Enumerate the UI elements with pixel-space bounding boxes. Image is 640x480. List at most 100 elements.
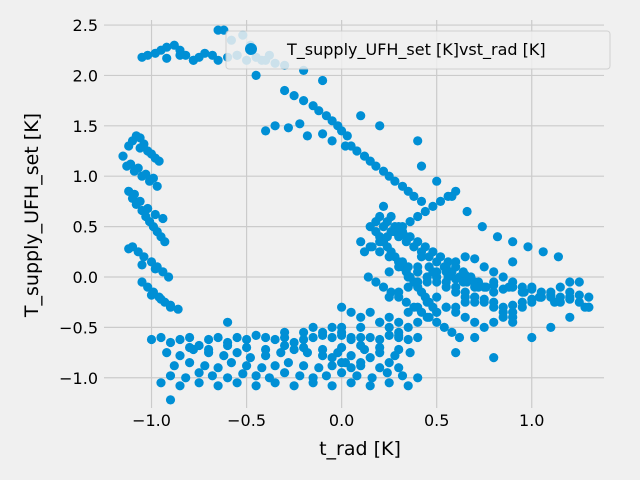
data-point [384, 378, 394, 388]
y-tick-label: 1.5 [73, 117, 98, 136]
data-point [223, 340, 233, 351]
y-tick-label: −0.5 [59, 318, 98, 337]
data-point [158, 213, 168, 224]
data-point [574, 290, 584, 300]
data-point [413, 136, 423, 146]
data-point [261, 344, 271, 355]
data-point [422, 297, 432, 307]
data-point [527, 332, 537, 343]
data-point [156, 332, 166, 343]
data-point [397, 371, 408, 381]
data-points [118, 25, 594, 405]
data-point [337, 327, 347, 337]
y-tick-label: 1.0 [73, 167, 98, 186]
legend-marker [245, 43, 257, 55]
data-point [185, 342, 195, 353]
data-point [139, 252, 149, 262]
data-point [565, 277, 575, 287]
data-point [447, 327, 457, 337]
data-point [422, 312, 432, 322]
y-tick-label: 0.0 [73, 268, 98, 287]
data-point [375, 317, 385, 327]
data-point [242, 361, 252, 371]
data-point [181, 373, 191, 383]
data-point [173, 304, 183, 314]
data-point [413, 302, 423, 312]
data-point [175, 50, 185, 60]
data-point [470, 254, 480, 264]
data-point [194, 368, 204, 378]
data-point [299, 334, 309, 345]
data-point [489, 297, 499, 307]
data-point [165, 337, 176, 348]
data-point [302, 131, 312, 141]
data-point [126, 159, 136, 169]
data-point [185, 332, 195, 343]
data-point [403, 272, 413, 282]
data-point [165, 300, 176, 310]
data-point [261, 126, 271, 136]
data-point [308, 378, 318, 388]
data-point [432, 176, 442, 186]
data-point [321, 371, 331, 381]
data-point [308, 322, 318, 332]
data-point [428, 201, 438, 211]
data-point [365, 353, 375, 363]
data-point [276, 348, 286, 358]
data-point [346, 307, 356, 317]
data-point [327, 322, 337, 332]
data-point [346, 351, 356, 361]
data-point [378, 282, 389, 292]
data-point [405, 217, 415, 227]
data-point [232, 348, 242, 358]
data-point [337, 368, 347, 378]
data-point [413, 332, 423, 343]
data-point [375, 211, 385, 222]
data-point [194, 378, 204, 388]
data-point [397, 257, 408, 267]
x-tick-label: 0.5 [424, 411, 449, 430]
data-point [565, 312, 575, 322]
data-point [498, 302, 508, 312]
data-point [390, 176, 400, 186]
data-point [479, 262, 489, 272]
data-point [135, 196, 145, 206]
data-point [394, 344, 404, 355]
data-point [318, 75, 328, 86]
data-point [226, 358, 236, 368]
data-point [394, 287, 404, 297]
data-point [270, 121, 280, 131]
data-point [546, 322, 556, 332]
data-point [460, 287, 470, 297]
data-point [394, 222, 404, 232]
data-point [156, 378, 166, 388]
data-point [308, 332, 318, 343]
data-point [451, 348, 461, 358]
data-point [213, 363, 223, 373]
data-point [289, 91, 299, 101]
data-point [295, 119, 305, 129]
data-point [365, 332, 375, 343]
data-point [133, 163, 143, 173]
data-point [232, 332, 242, 343]
data-point [213, 25, 223, 35]
data-point [382, 368, 392, 378]
data-point [508, 257, 518, 267]
data-point [280, 327, 290, 337]
data-point [371, 161, 381, 171]
x-tick-labels: −1.0 −0.5 0.0 0.5 1.0 [132, 411, 544, 430]
data-point [470, 332, 480, 343]
data-point [432, 307, 442, 317]
data-point [401, 297, 411, 307]
data-point [492, 232, 503, 242]
data-point [251, 70, 261, 80]
data-point [508, 237, 518, 247]
data-point [498, 312, 508, 322]
data-point [384, 330, 394, 340]
data-point [409, 191, 419, 201]
data-point [219, 351, 229, 361]
data-point [416, 196, 427, 206]
data-point [251, 330, 261, 340]
data-point [200, 361, 210, 371]
data-point [489, 267, 499, 277]
